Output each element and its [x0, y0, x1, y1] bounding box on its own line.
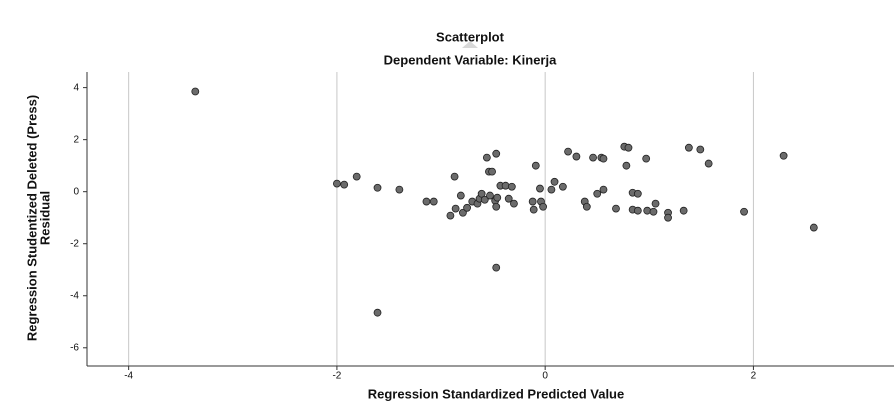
point	[624, 143, 633, 152]
point	[649, 207, 658, 216]
point	[451, 204, 460, 213]
point	[564, 147, 572, 156]
point	[422, 197, 431, 206]
point	[352, 172, 361, 181]
point	[373, 183, 382, 192]
point	[642, 154, 651, 163]
x-tick-label: -2	[332, 371, 341, 382]
point	[446, 211, 455, 220]
point	[340, 180, 349, 189]
y-axis-label: Regression Studentized Deleted (Press)	[24, 95, 39, 341]
point	[510, 199, 518, 208]
point	[333, 179, 341, 188]
point	[480, 195, 489, 204]
point	[429, 197, 438, 206]
x-axis-label: Regression Standardized Predicted Value	[368, 386, 624, 401]
point	[684, 143, 693, 152]
x-tick-label: -4	[124, 371, 133, 382]
point	[488, 167, 496, 176]
point	[492, 202, 501, 211]
point	[191, 87, 200, 96]
y-tick-label: -4	[70, 290, 79, 301]
point	[696, 145, 705, 154]
point	[779, 151, 788, 160]
point	[507, 182, 516, 191]
point	[558, 182, 567, 191]
point	[589, 153, 597, 162]
y-axis-label: Residual	[37, 191, 52, 245]
x-tick-label: 2	[751, 371, 757, 382]
point	[531, 161, 540, 170]
y-tick-label: -2	[70, 238, 79, 249]
point	[459, 208, 467, 217]
point	[740, 207, 748, 216]
y-tick-label: 2	[73, 134, 79, 145]
point	[456, 191, 465, 200]
chart-title: Scatterplot	[436, 29, 505, 44]
point	[599, 185, 608, 194]
plot-area	[87, 72, 894, 366]
point	[547, 185, 556, 194]
point	[463, 203, 471, 212]
y-tick-label: 0	[73, 186, 79, 197]
point	[679, 206, 688, 215]
point	[539, 202, 547, 211]
point	[643, 206, 652, 215]
y-tick-label: -6	[70, 342, 79, 353]
point	[528, 197, 537, 206]
point	[550, 177, 559, 186]
point	[477, 189, 486, 198]
point	[633, 206, 642, 215]
point	[504, 194, 513, 203]
point	[809, 223, 818, 232]
chart-subtitle: Dependent Variable: Kinerja	[384, 52, 557, 67]
point	[373, 308, 382, 317]
point	[492, 263, 501, 272]
point	[572, 152, 581, 161]
point	[593, 189, 602, 198]
point	[599, 154, 608, 163]
point	[501, 181, 510, 190]
point	[633, 189, 642, 198]
x-tick-label: 0	[542, 371, 548, 382]
point	[612, 204, 620, 213]
point	[395, 185, 404, 194]
point	[704, 159, 713, 168]
point	[529, 205, 538, 214]
y-tick-label: 4	[73, 82, 79, 93]
point	[536, 184, 544, 193]
point	[651, 199, 660, 208]
point	[493, 193, 502, 202]
decoration	[462, 41, 478, 48]
point	[582, 202, 591, 211]
point	[622, 161, 631, 170]
point	[664, 213, 672, 222]
point	[486, 191, 494, 200]
point	[450, 172, 459, 181]
point	[492, 149, 501, 158]
point	[482, 153, 491, 162]
